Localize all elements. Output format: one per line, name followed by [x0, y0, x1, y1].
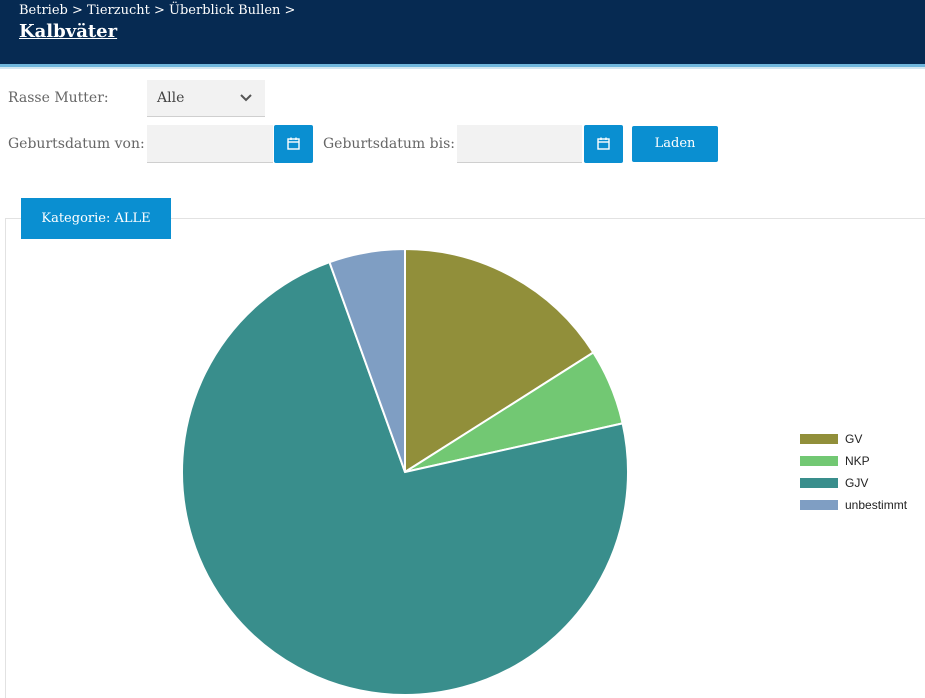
legend-swatch-unbestimmt[interactable]	[800, 500, 838, 510]
legend-label-gjv[interactable]: GJV	[845, 476, 868, 490]
laden-button[interactable]: Laden	[632, 126, 718, 162]
rasse-mutter-label: Rasse Mutter:	[8, 90, 109, 106]
header-divider	[0, 64, 925, 67]
legend-swatch-gjv[interactable]	[800, 478, 838, 488]
legend-label-nkp[interactable]: NKP	[845, 454, 870, 468]
pie-slice-gjv[interactable]	[181, 260, 629, 696]
legend-label-unbestimmt[interactable]: unbestimmt	[845, 498, 908, 512]
geburtsdatum-von-label: Geburtsdatum von:	[8, 136, 145, 152]
geburtsdatum-bis-calendar-button[interactable]	[584, 125, 623, 163]
calendar-icon	[287, 137, 300, 150]
header-bar: Betrieb > Tierzucht > Überblick Bullen >…	[0, 0, 925, 64]
chevron-down-icon	[240, 94, 252, 102]
calendar-icon	[597, 137, 610, 150]
pie-slice-unbestimmt[interactable]	[328, 247, 406, 473]
page-title: Kalbväter	[19, 21, 118, 42]
breadcrumb[interactable]: Betrieb > Tierzucht > Überblick Bullen >	[19, 3, 296, 18]
legend-label-gv[interactable]: GV	[845, 432, 862, 446]
legend-swatch-gv[interactable]	[800, 434, 838, 444]
rasse-mutter-value: Alle	[157, 90, 185, 106]
geburtsdatum-von-calendar-button[interactable]	[274, 125, 313, 163]
rasse-mutter-select[interactable]: Alle	[147, 80, 265, 117]
geburtsdatum-bis-input[interactable]	[457, 125, 582, 163]
geburtsdatum-von-input[interactable]	[147, 125, 273, 163]
tab-kategorie-alle[interactable]: Kategorie: ALLE	[21, 198, 171, 239]
chart-panel	[5, 218, 925, 698]
header-divider-light	[0, 67, 925, 69]
geburtsdatum-bis-label: Geburtsdatum bis:	[323, 136, 455, 152]
pie-slice-gv[interactable]	[404, 247, 595, 474]
legend-swatch-nkp[interactable]	[800, 456, 838, 466]
